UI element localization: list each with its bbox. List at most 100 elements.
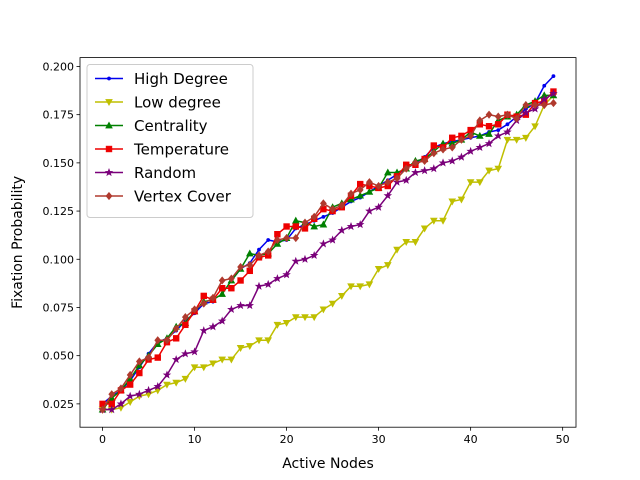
x-axis-label: Active Nodes: [282, 456, 374, 472]
legend-item-random: Random: [95, 164, 196, 182]
data-point-random: [254, 281, 264, 290]
data-point-vertex-cover: [273, 235, 281, 245]
data-point-high-degree: [257, 247, 261, 252]
data-point-temperature: [172, 335, 180, 342]
legend-marker: [105, 99, 113, 107]
data-point-random: [181, 349, 190, 358]
data-point-random: [346, 222, 356, 231]
data-point-centrality: [476, 131, 484, 139]
data-point-vertex-cover: [163, 336, 171, 345]
data-point-low-degree: [457, 196, 466, 204]
y-tick-label: 0.050: [43, 350, 75, 363]
legend-label: High Degree: [134, 70, 228, 88]
data-point-vertex-cover: [522, 100, 530, 110]
data-point-centrality: [310, 222, 319, 230]
data-point-low-degree: [439, 217, 447, 225]
x-tick-label: 50: [556, 433, 570, 446]
data-point-temperature: [218, 284, 226, 292]
data-point-high-degree: [266, 238, 271, 242]
data-point-temperature: [485, 123, 493, 130]
data-point-low-degree: [466, 179, 475, 187]
data-point-random: [190, 347, 199, 356]
data-point-vertex-cover: [145, 353, 152, 362]
data-point-vertex-cover: [246, 260, 254, 270]
data-point-random: [125, 391, 135, 400]
data-point-vertex-cover: [200, 299, 208, 308]
data-point-random: [466, 146, 475, 155]
data-point-vertex-cover: [301, 218, 309, 227]
legend-item-temperature: Temperature: [95, 141, 229, 159]
data-point-random: [319, 239, 328, 248]
data-point-low-degree: [319, 306, 328, 314]
data-point-low-degree: [494, 165, 503, 173]
data-point-temperature: [430, 142, 438, 149]
data-point-vertex-cover: [402, 164, 410, 173]
legend-marker: [105, 121, 113, 129]
data-point-low-degree: [393, 246, 401, 254]
data-point-vertex-cover: [347, 189, 355, 198]
data-point-random: [411, 168, 420, 177]
y-tick-label: 0.150: [43, 157, 75, 170]
data-point-centrality: [218, 289, 226, 297]
data-point-random: [401, 175, 411, 184]
data-point-low-degree: [163, 381, 171, 389]
data-point-vertex-cover: [117, 384, 125, 393]
data-point-low-degree: [402, 239, 411, 246]
data-point-vertex-cover: [292, 233, 300, 243]
data-point-temperature: [283, 223, 290, 230]
data-point-low-degree: [328, 300, 337, 308]
data-point-vertex-cover: [375, 181, 383, 191]
data-point-high-degree: [505, 122, 510, 127]
legend-marker: [105, 145, 113, 153]
data-point-random: [374, 202, 383, 211]
data-point-random: [309, 250, 319, 260]
data-point-temperature: [126, 381, 134, 388]
legend-label: Low degree: [134, 94, 221, 112]
data-point-centrality: [356, 191, 365, 199]
data-point-random: [236, 301, 245, 310]
data-point-low-degree: [209, 360, 217, 368]
y-tick-label: 0.125: [43, 205, 75, 218]
data-point-vertex-cover: [255, 251, 263, 260]
data-point-random: [447, 156, 457, 165]
data-point-random: [291, 256, 301, 265]
x-axis-ticks: 0 10 20 30 40 50: [99, 427, 570, 446]
data-point-vertex-cover: [467, 131, 475, 140]
data-point-low-degree: [531, 123, 539, 131]
legend-label: Random: [134, 164, 196, 182]
x-tick-label: 30: [372, 433, 386, 446]
data-point-random: [337, 225, 347, 234]
data-point-vertex-cover: [209, 293, 217, 302]
data-point-vertex-cover: [320, 199, 327, 208]
series-layer: [98, 74, 558, 414]
data-point-random: [328, 235, 337, 244]
data-point-vertex-cover: [237, 262, 244, 272]
data-point-low-degree: [485, 167, 493, 175]
data-point-vertex-cover: [227, 274, 235, 283]
y-axis-label: Fixation Probability: [10, 176, 26, 309]
data-point-low-degree: [411, 239, 420, 246]
x-tick-label: 20: [280, 433, 294, 446]
data-point-vertex-cover: [135, 357, 143, 366]
y-tick-label: 0.200: [43, 60, 75, 73]
y-axis-ticks: 0.025 0.050 0.075 0.100 0.125 0.150 0.175 0.200: [43, 60, 80, 411]
data-point-low-degree: [337, 293, 346, 300]
data-point-low-degree: [512, 136, 521, 144]
data-point-random: [208, 322, 218, 331]
data-point-random: [429, 164, 439, 173]
x-tick-label: 10: [188, 433, 202, 446]
legend: High Degree Low degree Centrality Temperatu…: [86, 64, 254, 218]
data-point-low-degree: [522, 134, 530, 142]
data-point-vertex-cover: [412, 158, 419, 167]
data-point-random: [107, 405, 116, 414]
data-point-random: [144, 385, 153, 394]
data-point-centrality: [245, 249, 254, 257]
data-point-low-degree: [227, 356, 236, 364]
data-point-vertex-cover: [550, 99, 557, 108]
data-point-vertex-cover: [531, 100, 539, 110]
data-point-random: [503, 127, 512, 136]
data-point-vertex-cover: [338, 201, 346, 210]
data-point-random: [383, 191, 393, 200]
data-point-low-degree: [264, 337, 272, 345]
